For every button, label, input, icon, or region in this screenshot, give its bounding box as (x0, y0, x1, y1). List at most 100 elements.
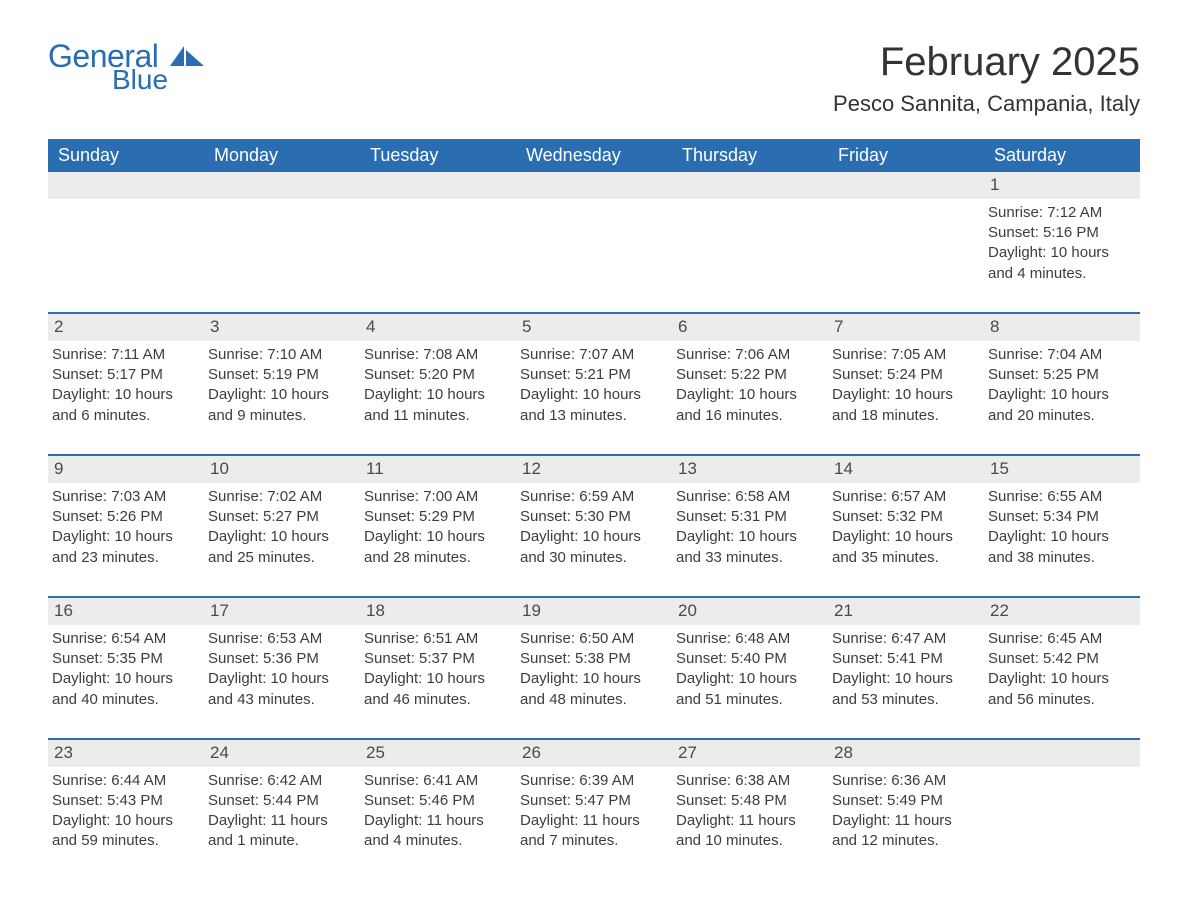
day-number (360, 172, 516, 199)
sunset-text: Sunset: 5:16 PM (988, 223, 1132, 243)
daynum-row: 16171819202122 (48, 597, 1140, 625)
sunset-text: Sunset: 5:37 PM (364, 649, 508, 669)
daylight-text: Daylight: 10 hours and 25 minutes. (208, 527, 352, 568)
day-cell: Sunrise: 7:07 AMSunset: 5:21 PMDaylight:… (516, 341, 672, 455)
day-number (828, 172, 984, 199)
day-number: 13 (672, 455, 828, 483)
sunset-text: Sunset: 5:41 PM (832, 649, 976, 669)
sunrise-text: Sunrise: 6:53 AM (208, 629, 352, 649)
day-number: 3 (204, 313, 360, 341)
daylight-text: Daylight: 10 hours and 23 minutes. (52, 527, 196, 568)
day-cell: Sunrise: 7:10 AMSunset: 5:19 PMDaylight:… (204, 341, 360, 455)
weekday-header: Wednesday (516, 139, 672, 172)
sunset-text: Sunset: 5:35 PM (52, 649, 196, 669)
sunrise-text: Sunrise: 6:55 AM (988, 487, 1132, 507)
sunrise-text: Sunrise: 6:57 AM (832, 487, 976, 507)
day-cell: Sunrise: 7:11 AMSunset: 5:17 PMDaylight:… (48, 341, 204, 455)
day-cell: Sunrise: 6:41 AMSunset: 5:46 PMDaylight:… (360, 767, 516, 880)
daynum-row: 232425262728 (48, 739, 1140, 767)
sunset-text: Sunset: 5:24 PM (832, 365, 976, 385)
sunrise-text: Sunrise: 7:12 AM (988, 203, 1132, 223)
daylight-text: Daylight: 10 hours and 9 minutes. (208, 385, 352, 426)
daynum-row: 2345678 (48, 313, 1140, 341)
daylight-text: Daylight: 10 hours and 51 minutes. (676, 669, 820, 710)
logo: General Blue (48, 40, 204, 94)
day-cell (360, 199, 516, 313)
sunrise-text: Sunrise: 6:54 AM (52, 629, 196, 649)
day-cell: Sunrise: 6:59 AMSunset: 5:30 PMDaylight:… (516, 483, 672, 597)
day-cell: Sunrise: 6:50 AMSunset: 5:38 PMDaylight:… (516, 625, 672, 739)
sunrise-text: Sunrise: 6:50 AM (520, 629, 664, 649)
day-number (48, 172, 204, 199)
day-number: 1 (984, 172, 1140, 199)
sunrise-text: Sunrise: 7:10 AM (208, 345, 352, 365)
day-number: 15 (984, 455, 1140, 483)
sunset-text: Sunset: 5:32 PM (832, 507, 976, 527)
day-number: 27 (672, 739, 828, 767)
daylight-text: Daylight: 10 hours and 43 minutes. (208, 669, 352, 710)
sunrise-text: Sunrise: 6:48 AM (676, 629, 820, 649)
daylight-text: Daylight: 10 hours and 28 minutes. (364, 527, 508, 568)
day-number: 19 (516, 597, 672, 625)
daylight-text: Daylight: 10 hours and 48 minutes. (520, 669, 664, 710)
day-number: 20 (672, 597, 828, 625)
day-cell: Sunrise: 7:04 AMSunset: 5:25 PMDaylight:… (984, 341, 1140, 455)
month-title: February 2025 (833, 40, 1140, 85)
day-cell: Sunrise: 7:08 AMSunset: 5:20 PMDaylight:… (360, 341, 516, 455)
sunset-text: Sunset: 5:34 PM (988, 507, 1132, 527)
sunset-text: Sunset: 5:26 PM (52, 507, 196, 527)
sunset-text: Sunset: 5:43 PM (52, 791, 196, 811)
day-number: 12 (516, 455, 672, 483)
sunset-text: Sunset: 5:42 PM (988, 649, 1132, 669)
logo-flag-icon (170, 46, 204, 70)
sunrise-text: Sunrise: 6:47 AM (832, 629, 976, 649)
day-number (204, 172, 360, 199)
sunrise-text: Sunrise: 7:06 AM (676, 345, 820, 365)
weekday-header: Monday (204, 139, 360, 172)
daylight-text: Daylight: 10 hours and 33 minutes. (676, 527, 820, 568)
day-number: 26 (516, 739, 672, 767)
sunrise-text: Sunrise: 7:07 AM (520, 345, 664, 365)
day-number: 21 (828, 597, 984, 625)
day-number: 9 (48, 455, 204, 483)
sunset-text: Sunset: 5:31 PM (676, 507, 820, 527)
day-number: 23 (48, 739, 204, 767)
day-data-row: Sunrise: 7:03 AMSunset: 5:26 PMDaylight:… (48, 483, 1140, 597)
logo-word-2: Blue (112, 66, 168, 94)
sunrise-text: Sunrise: 6:41 AM (364, 771, 508, 791)
day-cell: Sunrise: 7:06 AMSunset: 5:22 PMDaylight:… (672, 341, 828, 455)
sunrise-text: Sunrise: 6:39 AM (520, 771, 664, 791)
sunrise-text: Sunrise: 6:44 AM (52, 771, 196, 791)
day-cell: Sunrise: 6:47 AMSunset: 5:41 PMDaylight:… (828, 625, 984, 739)
day-number: 22 (984, 597, 1140, 625)
day-cell: Sunrise: 7:03 AMSunset: 5:26 PMDaylight:… (48, 483, 204, 597)
day-number: 28 (828, 739, 984, 767)
day-number (984, 739, 1140, 767)
sunrise-text: Sunrise: 7:05 AM (832, 345, 976, 365)
daylight-text: Daylight: 10 hours and 35 minutes. (832, 527, 976, 568)
sunrise-text: Sunrise: 6:58 AM (676, 487, 820, 507)
sunset-text: Sunset: 5:17 PM (52, 365, 196, 385)
daylight-text: Daylight: 10 hours and 30 minutes. (520, 527, 664, 568)
daylight-text: Daylight: 10 hours and 6 minutes. (52, 385, 196, 426)
daylight-text: Daylight: 11 hours and 4 minutes. (364, 811, 508, 852)
header-row: General Blue February 2025 Pesco Sannita… (48, 40, 1140, 131)
day-cell: Sunrise: 6:55 AMSunset: 5:34 PMDaylight:… (984, 483, 1140, 597)
day-data-row: Sunrise: 7:12 AMSunset: 5:16 PMDaylight:… (48, 199, 1140, 313)
day-cell (48, 199, 204, 313)
title-block: February 2025 Pesco Sannita, Campania, I… (833, 40, 1140, 131)
sunset-text: Sunset: 5:21 PM (520, 365, 664, 385)
sunrise-text: Sunrise: 7:03 AM (52, 487, 196, 507)
day-number: 18 (360, 597, 516, 625)
day-cell: Sunrise: 6:57 AMSunset: 5:32 PMDaylight:… (828, 483, 984, 597)
sunset-text: Sunset: 5:46 PM (364, 791, 508, 811)
daylight-text: Daylight: 10 hours and 38 minutes. (988, 527, 1132, 568)
day-cell (672, 199, 828, 313)
day-number: 25 (360, 739, 516, 767)
sunrise-text: Sunrise: 6:51 AM (364, 629, 508, 649)
day-number: 17 (204, 597, 360, 625)
day-cell: Sunrise: 7:02 AMSunset: 5:27 PMDaylight:… (204, 483, 360, 597)
sunrise-text: Sunrise: 7:04 AM (988, 345, 1132, 365)
daynum-row: 1 (48, 172, 1140, 199)
day-cell: Sunrise: 7:05 AMSunset: 5:24 PMDaylight:… (828, 341, 984, 455)
